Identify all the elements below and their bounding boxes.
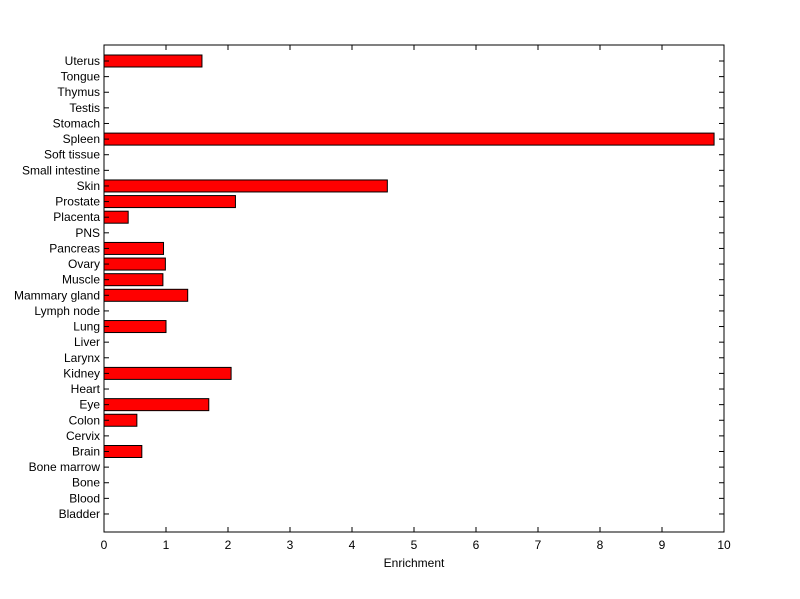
bar-kidney (103, 366, 232, 380)
x-tick-label: 9 (659, 538, 666, 552)
y-tick-label: Tongue (61, 70, 101, 84)
y-tick-label: Lung (73, 320, 100, 334)
y-tick-label: Brain (72, 445, 100, 459)
bar-eye (103, 398, 210, 412)
y-tick-label: Liver (74, 335, 100, 349)
y-tick-label: Bladder (59, 507, 100, 521)
y-tick-label: Bone (72, 476, 100, 490)
y-tick-label: Testis (69, 101, 100, 115)
y-tick-label: Kidney (63, 366, 100, 380)
bar-pancreas (103, 241, 165, 255)
bar-mammary-gland (103, 288, 189, 302)
x-tick-label: 6 (473, 538, 480, 552)
y-tick-label: Bone marrow (29, 460, 101, 474)
y-tick-label: Blood (69, 491, 100, 505)
y-tick-label: Colon (69, 413, 100, 427)
y-tick-label: Pancreas (49, 241, 100, 255)
y-tick-label: Stomach (53, 116, 100, 130)
x-tick-label: 2 (225, 538, 232, 552)
y-tick-label: Prostate (55, 195, 100, 209)
bar-uterus (103, 54, 203, 68)
bar-spleen (103, 132, 715, 146)
x-tick-label: 1 (163, 538, 170, 552)
bar-skin (103, 179, 388, 193)
x-tick-label: 7 (535, 538, 542, 552)
y-tick-label: Skin (77, 179, 100, 193)
x-tick-label: 5 (411, 538, 418, 552)
x-tick-label: 0 (101, 538, 108, 552)
x-ticks-group: 0 1 2 3 4 5 6 7 8 9 10 (101, 45, 731, 552)
plot-frame (103, 44, 725, 533)
plot-background (104, 45, 724, 532)
y-tick-label: PNS (75, 226, 100, 240)
x-tick-label: 8 (597, 538, 604, 552)
x-axis-label: Enrichment (384, 556, 445, 570)
bar-lung (103, 320, 167, 334)
y-tick-label: Placenta (53, 210, 100, 224)
y-tick-label: Cervix (66, 429, 100, 443)
y-tick-label: Spleen (63, 132, 100, 146)
y-tick-label: Eye (79, 398, 100, 412)
bar-ovary (103, 257, 166, 271)
y-tick-label: Muscle (62, 273, 100, 287)
x-tick-label: 3 (287, 538, 294, 552)
x-tick-label: 10 (717, 538, 731, 552)
bar-brain (103, 445, 143, 458)
bar-muscle (103, 273, 164, 287)
bar-prostate (103, 195, 236, 209)
x-tick-label: 4 (349, 538, 356, 552)
y-tick-label: Mammary gland (14, 288, 100, 302)
y-tick-label: Heart (71, 382, 101, 396)
y-tick-label: Larynx (64, 351, 100, 365)
y-tick-label: Small intestine (22, 163, 100, 177)
y-tick-label: Lymph node (34, 304, 100, 318)
y-tick-label: Ovary (68, 257, 100, 271)
y-tick-label: Soft tissue (44, 148, 100, 162)
y-tick-label: Thymus (57, 85, 100, 99)
y-tick-label: Uterus (65, 54, 100, 68)
